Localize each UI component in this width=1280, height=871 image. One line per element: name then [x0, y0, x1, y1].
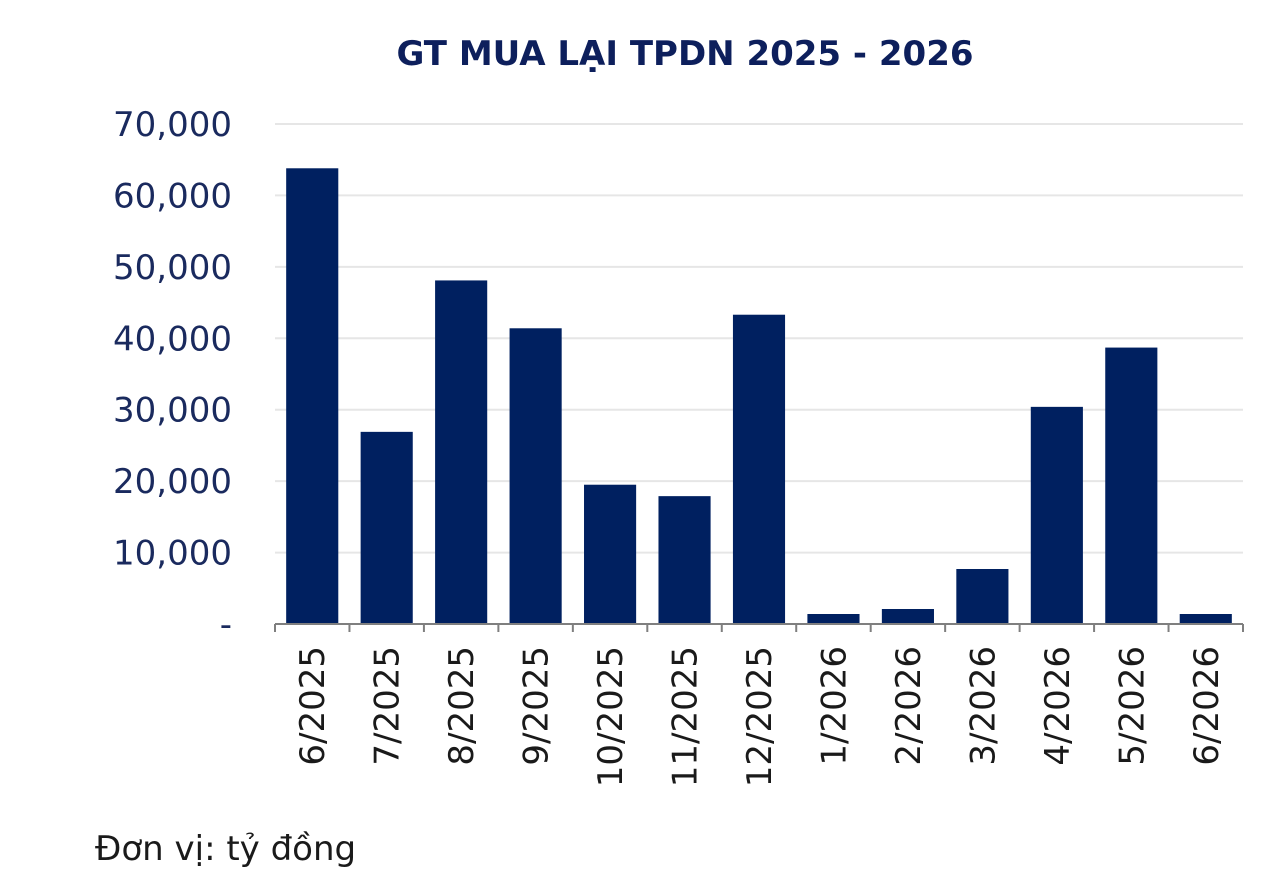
y-tick-label: 50,000 — [113, 248, 232, 288]
bar — [1030, 406, 1083, 624]
bar — [1105, 347, 1158, 624]
unit-note: Đơn vị: tỷ đồng — [95, 829, 356, 869]
x-tick-label: 7/2025 — [368, 646, 408, 766]
x-axis — [274, 623, 1244, 632]
x-tick-label: 4/2026 — [1038, 646, 1078, 766]
y-tick-label: - — [220, 605, 232, 645]
y-tick-label: 30,000 — [113, 391, 232, 431]
bar — [360, 431, 413, 624]
bar — [584, 484, 637, 624]
x-tick-label: 9/2025 — [517, 646, 557, 766]
x-tick-label: 12/2025 — [740, 646, 780, 787]
bar — [286, 168, 339, 625]
bar — [807, 614, 860, 624]
x-tick-label: 6/2026 — [1187, 646, 1227, 766]
y-axis-ticks: - 10,000 20,000 30,000 40,000 50,000 60,000 70,… — [113, 105, 232, 645]
x-tick-label: 8/2025 — [442, 646, 482, 766]
x-tick-label: 11/2025 — [666, 646, 706, 787]
x-tick-label: 1/2026 — [814, 646, 854, 766]
chart-title: GT MUA LẠI TPDN 2025 - 2026 — [396, 34, 973, 74]
y-tick-label: 70,000 — [113, 105, 232, 145]
bar — [1179, 614, 1232, 624]
x-tick-label: 5/2026 — [1112, 646, 1152, 766]
y-tick-label: 40,000 — [113, 319, 232, 359]
bar — [881, 609, 934, 624]
y-tick-label: 60,000 — [113, 176, 232, 216]
bar — [509, 328, 562, 624]
x-tick-label: 3/2026 — [963, 646, 1003, 766]
x-axis-labels: 6/2025 7/2025 8/2025 9/2025 10/2025 11/2025 12… — [293, 646, 1227, 787]
y-tick-label: 20,000 — [113, 462, 232, 502]
x-tick-label: 2/2026 — [889, 646, 929, 766]
y-tick-label: 10,000 — [113, 534, 232, 574]
x-tick-label: 10/2025 — [591, 646, 631, 787]
bar — [435, 280, 488, 624]
bars — [286, 168, 1232, 625]
x-tick-label: 6/2025 — [293, 646, 333, 766]
bar — [658, 496, 711, 624]
bar — [956, 569, 1009, 624]
bar — [732, 314, 786, 624]
